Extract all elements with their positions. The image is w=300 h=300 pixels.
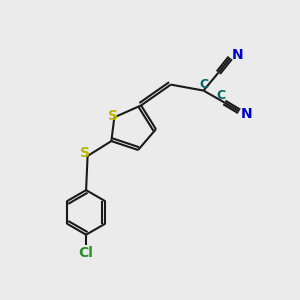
- Text: Cl: Cl: [79, 245, 94, 260]
- Text: C: C: [199, 78, 208, 91]
- Text: N: N: [232, 48, 244, 62]
- Text: S: S: [80, 146, 90, 160]
- Text: N: N: [241, 107, 252, 121]
- Text: C: C: [217, 88, 226, 101]
- Text: S: S: [108, 109, 118, 123]
